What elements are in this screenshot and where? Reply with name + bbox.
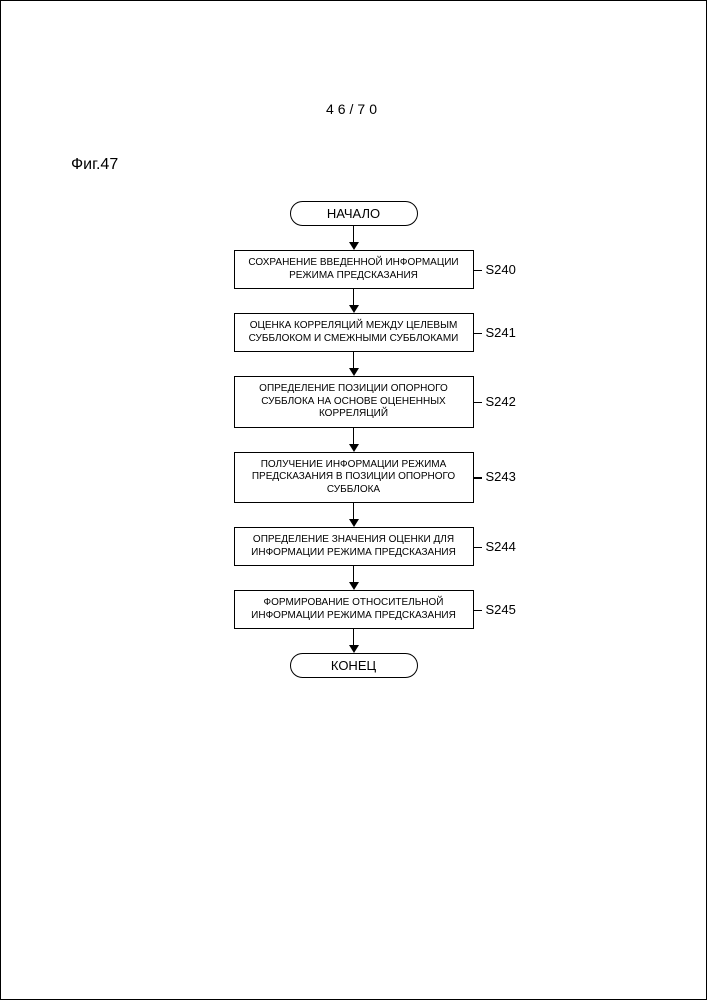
connector-tick xyxy=(474,270,482,272)
terminator-end: КОНЕЦ xyxy=(290,653,418,678)
process-box: ОЦЕНКА КОРРЕЛЯЦИЙ МЕЖДУ ЦЕЛЕВЫМ СУББЛОКО… xyxy=(234,313,474,352)
step-row: ПОЛУЧЕНИЕ ИНФОРМАЦИИ РЕЖИМА ПРЕДСКАЗАНИЯ… xyxy=(1,452,706,504)
terminator-start: НАЧАЛО xyxy=(290,201,418,226)
arrow-icon xyxy=(349,428,359,452)
step-row: ОПРЕДЕЛЕНИЕ ПОЗИЦИИ ОПОРНОГО СУББЛОКА НА… xyxy=(1,376,706,428)
step-label: S245 xyxy=(486,602,516,617)
step-label: S242 xyxy=(486,394,516,409)
arrow-icon xyxy=(349,503,359,527)
arrow-icon xyxy=(349,352,359,376)
flowchart: НАЧАЛО СОХРАНЕНИЕ ВВЕДЕННОЙ ИНФОРМАЦИИ Р… xyxy=(1,201,706,678)
step-label: S240 xyxy=(486,262,516,277)
arrow-icon xyxy=(349,629,359,653)
connector-tick xyxy=(474,610,482,612)
process-box: ОПРЕДЕЛЕНИЕ ЗНАЧЕНИЯ ОЦЕНКИ ДЛЯ ИНФОРМАЦ… xyxy=(234,527,474,566)
step-label: S241 xyxy=(486,325,516,340)
step-row: ОПРЕДЕЛЕНИЕ ЗНАЧЕНИЯ ОЦЕНКИ ДЛЯ ИНФОРМАЦ… xyxy=(1,527,706,566)
step-row: ОЦЕНКА КОРРЕЛЯЦИЙ МЕЖДУ ЦЕЛЕВЫМ СУББЛОКО… xyxy=(1,313,706,352)
connector-tick xyxy=(474,402,482,404)
process-box: ФОРМИРОВАНИЕ ОТНОСИТЕЛЬНОЙ ИНФОРМАЦИИ РЕ… xyxy=(234,590,474,629)
step-row: СОХРАНЕНИЕ ВВЕДЕННОЙ ИНФОРМАЦИИ РЕЖИМА П… xyxy=(1,250,706,289)
process-box: ПОЛУЧЕНИЕ ИНФОРМАЦИИ РЕЖИМА ПРЕДСКАЗАНИЯ… xyxy=(234,452,474,504)
figure-label: Фиг.47 xyxy=(71,156,118,174)
step-label: S243 xyxy=(486,469,516,484)
page-number: 46/70 xyxy=(1,101,706,117)
process-box: СОХРАНЕНИЕ ВВЕДЕННОЙ ИНФОРМАЦИИ РЕЖИМА П… xyxy=(234,250,474,289)
arrow-icon xyxy=(349,226,359,250)
step-row: ФОРМИРОВАНИЕ ОТНОСИТЕЛЬНОЙ ИНФОРМАЦИИ РЕ… xyxy=(1,590,706,629)
arrow-icon xyxy=(349,566,359,590)
connector-tick xyxy=(474,333,482,335)
connector-tick xyxy=(474,477,482,479)
page-frame: 46/70 Фиг.47 НАЧАЛО СОХРАНЕНИЕ ВВЕДЕННОЙ… xyxy=(0,0,707,1000)
step-label: S244 xyxy=(486,539,516,554)
process-box: ОПРЕДЕЛЕНИЕ ПОЗИЦИИ ОПОРНОГО СУББЛОКА НА… xyxy=(234,376,474,428)
arrow-icon xyxy=(349,289,359,313)
connector-tick xyxy=(474,547,482,549)
